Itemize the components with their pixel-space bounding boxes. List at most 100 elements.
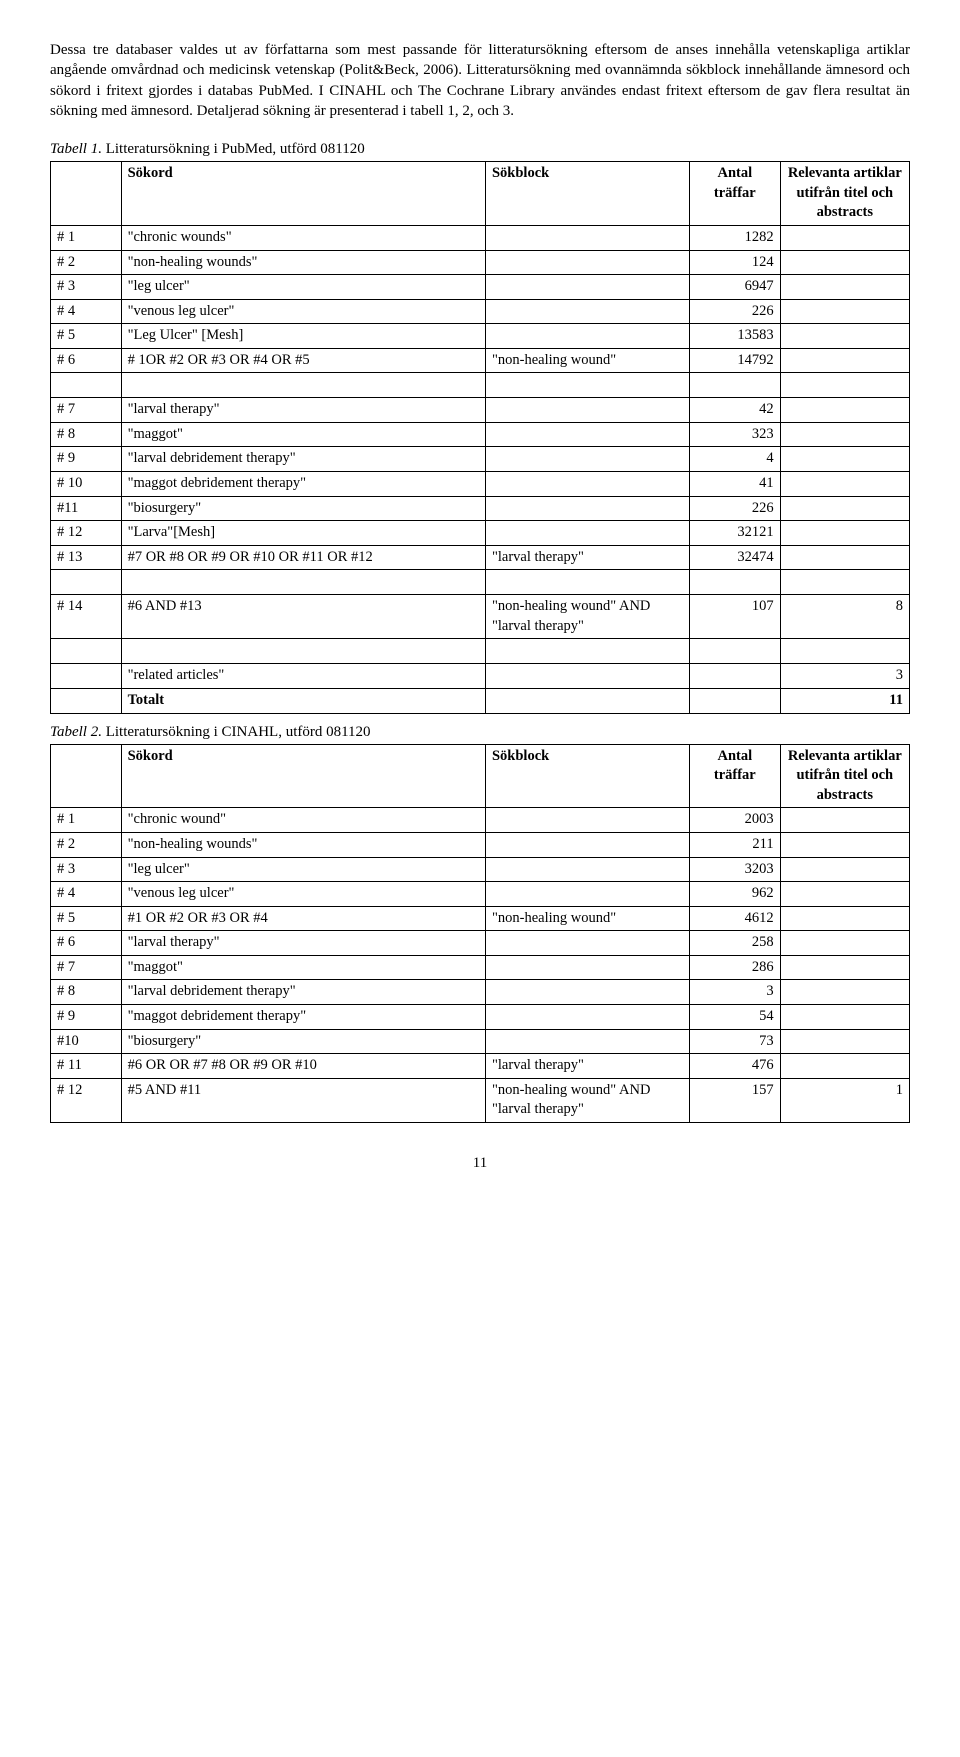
table-cell — [780, 348, 909, 373]
table-cell: # 8 — [51, 980, 122, 1005]
table-cell: 962 — [690, 882, 781, 907]
table-cell: Totalt — [121, 688, 485, 713]
table-cell: # 1OR #2 OR #3 OR #4 OR #5 — [121, 348, 485, 373]
table-row: # 7"larval therapy"42 — [51, 398, 910, 423]
table-cell: # 1 — [51, 225, 122, 250]
table-cell: 476 — [690, 1054, 781, 1079]
table-cell: "maggot debridement therapy" — [121, 1004, 485, 1029]
table-row: # 3"leg ulcer"3203 — [51, 857, 910, 882]
table-cell — [485, 1029, 689, 1054]
table-row: # 2"non-healing wounds"124 — [51, 250, 910, 275]
table-cell: # 4 — [51, 299, 122, 324]
table-row: # 3"leg ulcer"6947 — [51, 275, 910, 300]
table-cell: # 9 — [51, 447, 122, 472]
table-cell — [485, 931, 689, 956]
table-cell: # 12 — [51, 521, 122, 546]
table-cell: "larval therapy" — [121, 931, 485, 956]
table1: Sökord Sökblock Antal träffar Relevanta … — [50, 161, 910, 713]
table-cell — [485, 447, 689, 472]
table-row: # 9"maggot debridement therapy" 54 — [51, 1004, 910, 1029]
table1-caption-rest: Litteratursökning i PubMed, utförd 08112… — [102, 141, 365, 157]
table1-h-antal: Antal träffar — [690, 162, 781, 226]
table-cell: "leg ulcer" — [121, 857, 485, 882]
table-cell: # 11 — [51, 1054, 122, 1079]
table-cell — [780, 1004, 909, 1029]
table-cell: 157 — [690, 1078, 781, 1122]
table-cell: # 4 — [51, 882, 122, 907]
table-cell: # 8 — [51, 422, 122, 447]
table-row: #11"biosurgery"226 — [51, 496, 910, 521]
table-cell: 211 — [690, 833, 781, 858]
page-number: 11 — [50, 1153, 910, 1173]
table-row: # 4"venous leg ulcer"226 — [51, 299, 910, 324]
table-cell: # 6 — [51, 348, 122, 373]
table-cell — [780, 324, 909, 349]
table-cell: 32121 — [690, 521, 781, 546]
table2: Sökord Sökblock Antal träffar Relevanta … — [50, 744, 910, 1123]
table-cell — [485, 980, 689, 1005]
table-cell: 4612 — [690, 906, 781, 931]
table-cell: "non-healing wounds" — [121, 833, 485, 858]
table-cell: "chronic wounds" — [121, 225, 485, 250]
table-cell — [690, 688, 781, 713]
table-cell — [780, 808, 909, 833]
table2-h-sokord: Sökord — [121, 744, 485, 808]
table-cell: "maggot debridement therapy" — [121, 472, 485, 497]
table-cell: "venous leg ulcer" — [121, 882, 485, 907]
table-cell — [485, 398, 689, 423]
table1-caption: Tabell 1. Litteratursökning i PubMed, ut… — [50, 139, 910, 159]
table-row: # 14#6 AND #13"non-healing wound" AND "l… — [51, 595, 910, 639]
table-row: # 5#1 OR #2 OR #3 OR #4"non-healing woun… — [51, 906, 910, 931]
table-row: # 9"larval debridement therapy"4 — [51, 447, 910, 472]
table-cell: 1 — [780, 1078, 909, 1122]
table-cell — [485, 664, 689, 689]
table-row: # 8"maggot"323 — [51, 422, 910, 447]
table-row: # 8"larval debridement therapy"3 — [51, 980, 910, 1005]
table2-h-id — [51, 744, 122, 808]
table-cell: 2003 — [690, 808, 781, 833]
table-row: # 13#7 OR #8 OR #9 OR #10 OR #11 OR #12"… — [51, 545, 910, 570]
table-cell — [780, 521, 909, 546]
table-cell: # 7 — [51, 398, 122, 423]
table-cell — [485, 882, 689, 907]
table-cell — [780, 496, 909, 521]
table-cell: #1 OR #2 OR #3 OR #4 — [121, 906, 485, 931]
table-cell — [780, 882, 909, 907]
table2-caption: Tabell 2. Litteratursökning i CINAHL, ut… — [50, 722, 910, 742]
table-cell: 54 — [690, 1004, 781, 1029]
table-cell — [485, 833, 689, 858]
table-cell — [485, 496, 689, 521]
table-cell: "biosurgery" — [121, 496, 485, 521]
table-cell: # 9 — [51, 1004, 122, 1029]
table-cell: "chronic wound" — [121, 808, 485, 833]
table-row: # 10"maggot debridement therapy"41 — [51, 472, 910, 497]
table1-header-row: Sökord Sökblock Antal träffar Relevanta … — [51, 162, 910, 226]
table-cell — [780, 472, 909, 497]
table-cell: 3 — [690, 980, 781, 1005]
table-cell: 3 — [780, 664, 909, 689]
table-cell — [51, 664, 122, 689]
table-cell: 323 — [690, 422, 781, 447]
table-cell: "larval therapy" — [485, 1054, 689, 1079]
table1-h-id — [51, 162, 122, 226]
table2-h-sokblock: Sökblock — [485, 744, 689, 808]
table2-h-antal: Antal träffar — [690, 744, 781, 808]
table1-caption-prefix: Tabell 1. — [50, 141, 102, 157]
table-cell — [485, 275, 689, 300]
table-cell: # 7 — [51, 955, 122, 980]
table-cell: # 5 — [51, 324, 122, 349]
table-cell: 6947 — [690, 275, 781, 300]
table-cell: "non-healing wound" AND "larval therapy" — [485, 595, 689, 639]
table-cell: 11 — [780, 688, 909, 713]
table-row: # 7"maggot"286 — [51, 955, 910, 980]
table-cell — [690, 664, 781, 689]
table-cell — [780, 545, 909, 570]
table-row: # 1"chronic wound"2003 — [51, 808, 910, 833]
table2-header-row: Sökord Sökblock Antal träffar Relevanta … — [51, 744, 910, 808]
table1-h-sokblock: Sökblock — [485, 162, 689, 226]
table-cell — [780, 931, 909, 956]
table-cell: # 12 — [51, 1078, 122, 1122]
table-cell: # 2 — [51, 250, 122, 275]
table-cell: 107 — [690, 595, 781, 639]
table-cell: #7 OR #8 OR #9 OR #10 OR #11 OR #12 — [121, 545, 485, 570]
